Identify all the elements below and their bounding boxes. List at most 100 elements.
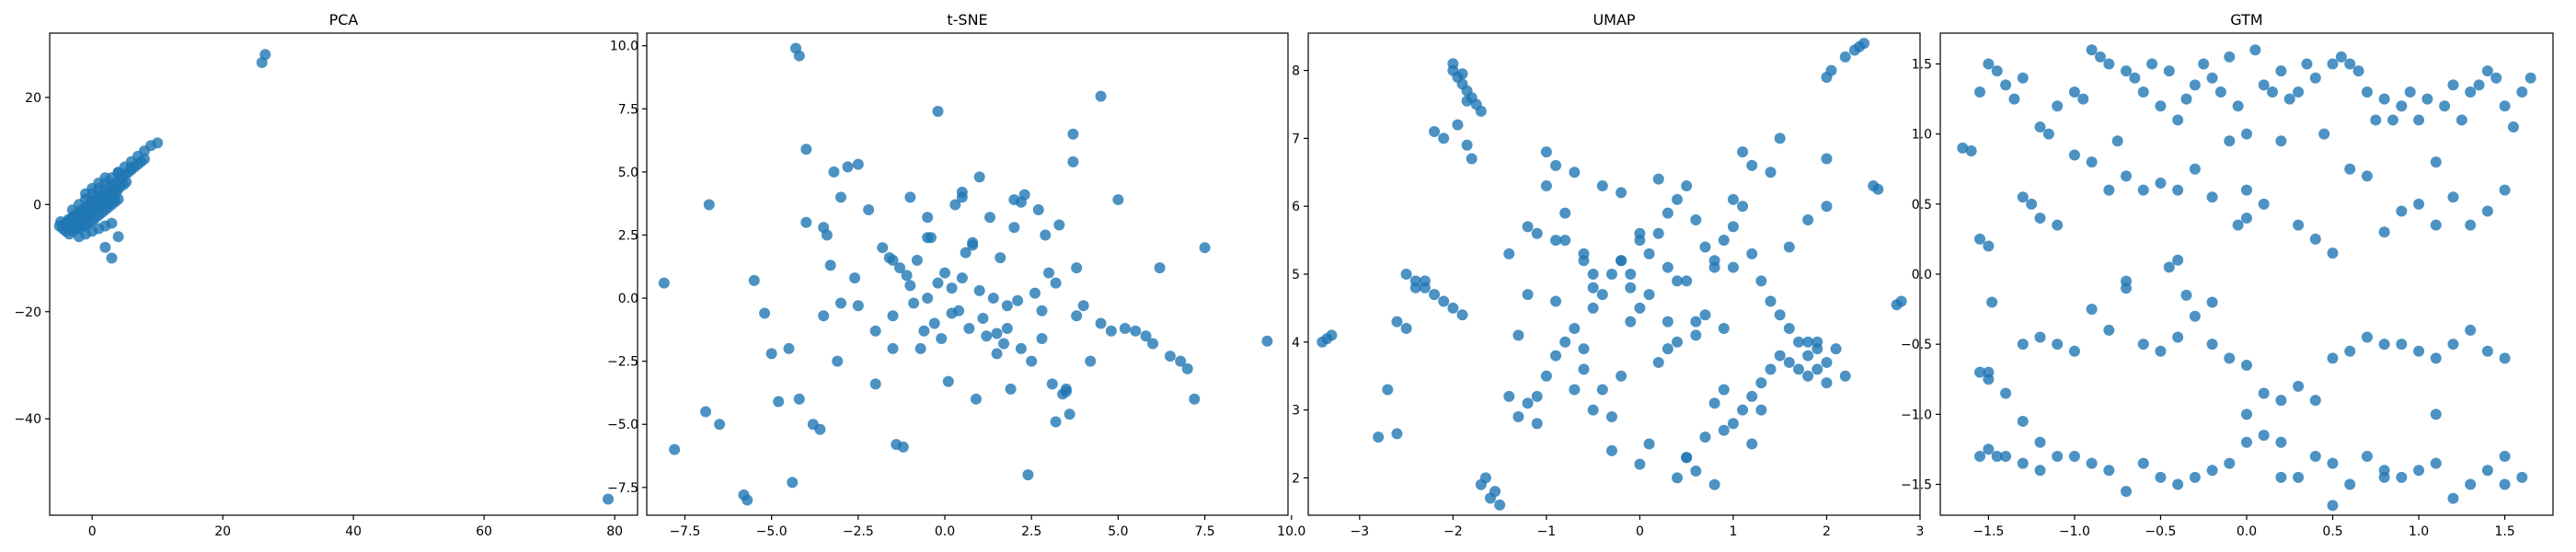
chart-title: GTM (2230, 11, 2262, 29)
data-point (106, 217, 118, 229)
data-point (1821, 201, 1833, 213)
data-point (1036, 305, 1048, 316)
data-point (1189, 393, 1201, 405)
data-point (1983, 443, 1995, 455)
data-point (1550, 350, 1562, 362)
data-point (2335, 51, 2347, 63)
data-point (2516, 86, 2528, 98)
data-point (1662, 207, 1673, 219)
data-point (852, 300, 864, 312)
data-point (908, 297, 920, 309)
data-point (2327, 247, 2339, 259)
data-point (1130, 325, 1142, 337)
data-point (2361, 451, 2373, 463)
data-point (2017, 415, 2029, 427)
data-point (842, 161, 854, 173)
y-tick-label: 3 (1292, 404, 1300, 419)
data-point (1708, 478, 1720, 490)
data-point (2121, 170, 2133, 182)
data-point (1559, 235, 1571, 247)
data-point (1005, 383, 1017, 395)
y-tick-label: −1.0 (1901, 408, 1932, 422)
data-point (1830, 343, 1842, 355)
data-point (2103, 58, 2115, 70)
data-point (1616, 187, 1627, 199)
y-tick-label: −7.5 (607, 481, 638, 496)
data-point (2465, 478, 2477, 490)
data-point (1064, 408, 1075, 420)
data-point (2344, 478, 2356, 490)
data-point (977, 313, 989, 325)
data-point (1727, 261, 1739, 273)
data-point (2224, 352, 2236, 364)
data-point (2232, 219, 2244, 231)
data-point (852, 158, 864, 170)
data-point (1872, 183, 1884, 195)
data-point (2189, 79, 2201, 91)
data-point (973, 284, 985, 296)
y-tick-label: −2.5 (607, 355, 638, 370)
data-point (1662, 261, 1673, 273)
data-point (939, 267, 951, 279)
data-point (2267, 86, 2279, 98)
data-point (2137, 339, 2149, 351)
data-point (904, 280, 916, 292)
data-point (2198, 58, 2210, 70)
data-point (2224, 457, 2236, 469)
data-point (1821, 377, 1833, 389)
data-point (2155, 471, 2167, 483)
data-point (869, 325, 881, 337)
data-point (1825, 64, 1837, 76)
data-point (1643, 289, 1655, 301)
data-point (1699, 309, 1711, 321)
x-tick-label: 80 (606, 524, 623, 539)
data-point (1095, 90, 1107, 102)
data-point (1690, 466, 1702, 477)
panel-2: −3 −2 −1 0 1 2 3 2 3 4 5 6 7 8 UMAP (1292, 11, 1924, 539)
data-point (783, 342, 795, 354)
data-point (1616, 370, 1627, 382)
data-point (981, 330, 993, 342)
data-point (832, 355, 844, 367)
data-point (2052, 339, 2064, 351)
data-point (2163, 261, 2175, 273)
data-point (669, 443, 681, 455)
data-point (152, 137, 164, 149)
data-point (1522, 289, 1534, 301)
data-point (1652, 227, 1664, 239)
data-point (1672, 275, 1684, 287)
data-point (1765, 363, 1777, 375)
data-point (1326, 329, 1338, 341)
data-point (2396, 205, 2408, 217)
data-point (1015, 342, 1027, 354)
x-tick-label: −7.5 (669, 524, 700, 539)
data-point (2000, 451, 2012, 463)
data-point (1587, 282, 1599, 293)
data-point (2121, 65, 2133, 77)
data-point (1690, 329, 1702, 341)
data-point (1774, 132, 1786, 144)
data-point (1147, 338, 1159, 350)
data-point (748, 274, 760, 286)
data-point (1746, 438, 1758, 450)
data-point (1050, 277, 1062, 289)
data-point (863, 204, 875, 216)
data-point (2163, 65, 2175, 77)
x-tick-label: 5.0 (1108, 524, 1128, 539)
data-point (2121, 275, 2133, 287)
data-point (1409, 282, 1421, 293)
data-point (2293, 219, 2305, 231)
data-point (1001, 300, 1013, 312)
chart-title: UMAP (1593, 11, 1635, 29)
data-point (1456, 68, 1468, 80)
data-point (2052, 219, 2064, 231)
data-point (1605, 269, 1617, 280)
data-point (2430, 408, 2442, 420)
data-point (700, 406, 712, 418)
data-point (2086, 304, 2098, 316)
data-point (2309, 72, 2321, 84)
data-point (2293, 380, 2305, 392)
data-point (800, 216, 812, 228)
data-point (1461, 95, 1473, 107)
data-point (2275, 65, 2287, 77)
